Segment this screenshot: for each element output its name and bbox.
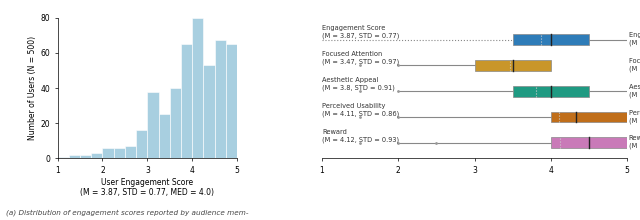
Bar bbox=[170, 88, 181, 158]
Bar bbox=[58, 157, 69, 158]
Y-axis label: Number of Users (N = 500): Number of Users (N = 500) bbox=[28, 36, 37, 140]
Text: Perceived Usability
(M = 4.11, STD = 0.86): Perceived Usability (M = 4.11, STD = 0.8… bbox=[628, 110, 640, 124]
Bar bbox=[102, 148, 114, 158]
Bar bbox=[159, 114, 170, 158]
Bar bbox=[237, 74, 248, 158]
Text: Perceived Usability
(M = 4.11, STD = 0.86): Perceived Usability (M = 4.11, STD = 0.8… bbox=[322, 103, 399, 117]
Bar bbox=[125, 146, 136, 158]
Text: Engagement Score
(M = 3.87, STD = 0.77): Engagement Score (M = 3.87, STD = 0.77) bbox=[628, 32, 640, 46]
FancyBboxPatch shape bbox=[475, 60, 551, 71]
FancyBboxPatch shape bbox=[513, 86, 589, 97]
Text: Engagement Score
(M = 3.87, STD = 0.77): Engagement Score (M = 3.87, STD = 0.77) bbox=[322, 25, 399, 39]
FancyBboxPatch shape bbox=[513, 34, 589, 45]
Text: Reward
(M = 4.12, STD = 0.93): Reward (M = 4.12, STD = 0.93) bbox=[628, 135, 640, 149]
Bar bbox=[214, 40, 226, 158]
Text: Reward
(M = 4.12, STD = 0.93): Reward (M = 4.12, STD = 0.93) bbox=[322, 129, 399, 143]
Bar bbox=[226, 44, 237, 158]
Text: Aesthetic Appeal
(M = 3.8, STD = 0.91): Aesthetic Appeal (M = 3.8, STD = 0.91) bbox=[322, 77, 395, 91]
Bar bbox=[181, 44, 192, 158]
Bar bbox=[92, 153, 102, 158]
Bar bbox=[204, 65, 214, 158]
FancyBboxPatch shape bbox=[551, 138, 627, 148]
Bar bbox=[147, 92, 159, 158]
Bar bbox=[114, 148, 125, 158]
Bar bbox=[80, 155, 92, 158]
Bar bbox=[69, 155, 80, 158]
Text: Focused Attention
(M = 3.47, STD = 0.97): Focused Attention (M = 3.47, STD = 0.97) bbox=[628, 58, 640, 72]
Text: Aesthetic Appeal
(M = 3.8, STD = 0.91): Aesthetic Appeal (M = 3.8, STD = 0.91) bbox=[628, 84, 640, 98]
FancyBboxPatch shape bbox=[551, 112, 627, 123]
Text: Focused Attention
(M = 3.47, STD = 0.97): Focused Attention (M = 3.47, STD = 0.97) bbox=[322, 51, 399, 65]
Bar bbox=[192, 18, 204, 158]
Text: (a) Distribution of engagement scores reported by audience mem-: (a) Distribution of engagement scores re… bbox=[6, 209, 249, 216]
X-axis label: User Engagement Score
(M = 3.87, STD = 0.77, MED = 4.0): User Engagement Score (M = 3.87, STD = 0… bbox=[81, 178, 214, 197]
Bar bbox=[136, 130, 147, 158]
